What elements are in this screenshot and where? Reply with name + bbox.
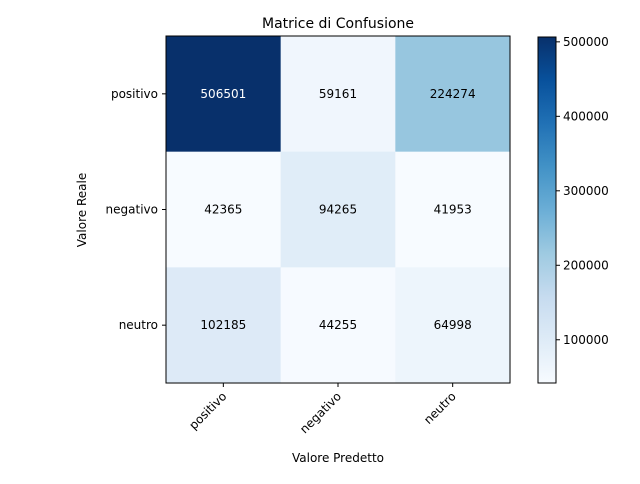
cell-value-label: 64998: [434, 318, 472, 332]
colorbar-tick-label: 200000: [563, 258, 609, 272]
heatmap-cells: 506501 59161 224274 42365 94265 41953 102185 44…: [166, 36, 511, 384]
x-tick-label: neutro: [421, 389, 459, 427]
x-tick-label: positivo: [186, 389, 229, 432]
y-tick-label: negativo: [106, 203, 158, 217]
heatmap-cell: [166, 36, 282, 153]
cell-value-label: 41953: [434, 203, 472, 217]
y-axis-label: Valore Reale: [75, 173, 89, 247]
heatmap-cell: [395, 36, 511, 153]
y-tick-label: positivo: [111, 87, 158, 101]
colorbar-gradient: [537, 36, 557, 384]
x-tick-label: negativo: [297, 389, 344, 436]
x-axis-label: Valore Predetto: [292, 451, 384, 465]
cell-value-label: 506501: [200, 87, 246, 101]
cell-value-label: 94265: [319, 203, 357, 217]
cell-value-label: 44255: [319, 318, 357, 332]
cell-value-label: 42365: [204, 203, 242, 217]
heatmap-cell: [280, 267, 396, 384]
heatmap-cell: [166, 267, 282, 384]
chart-title: Matrice di Confusione: [262, 16, 414, 32]
colorbar-tick-label: 400000: [563, 109, 609, 123]
colorbar-tick-label: 100000: [563, 333, 609, 347]
heatmap-cell: [395, 267, 511, 384]
heatmap-cell: [395, 151, 511, 268]
cell-value-label: 59161: [319, 87, 357, 101]
heatmap-cell: [280, 151, 396, 268]
cell-value-label: 102185: [200, 318, 246, 332]
y-tick-label: neutro: [119, 318, 158, 332]
heatmap-cell: [166, 151, 282, 268]
heatmap-cell: [280, 36, 396, 153]
cell-value-label: 224274: [430, 87, 476, 101]
colorbar-tick-label: 300000: [563, 184, 609, 198]
colorbar: 100000 200000 300000 400000 500000: [537, 35, 609, 384]
colorbar-tick-label: 500000: [563, 35, 609, 49]
